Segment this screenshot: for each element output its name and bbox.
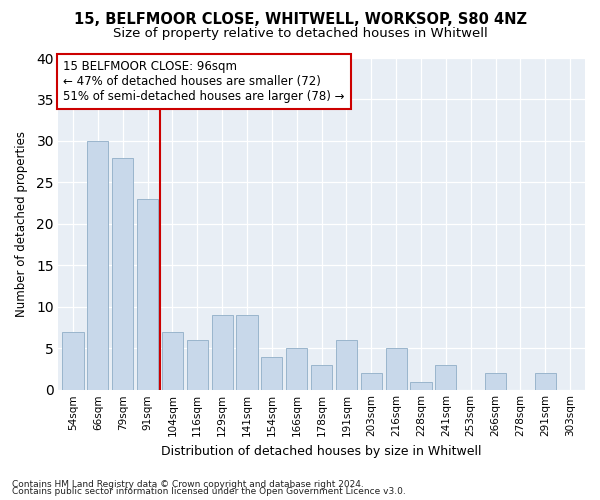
Bar <box>286 348 307 390</box>
Bar <box>410 382 431 390</box>
Bar <box>88 141 109 390</box>
Bar <box>62 332 83 390</box>
Y-axis label: Number of detached properties: Number of detached properties <box>15 131 28 317</box>
Bar <box>162 332 183 390</box>
Bar <box>187 340 208 390</box>
Text: 15 BELFMOOR CLOSE: 96sqm
← 47% of detached houses are smaller (72)
51% of semi-d: 15 BELFMOOR CLOSE: 96sqm ← 47% of detach… <box>64 60 345 102</box>
Bar <box>485 374 506 390</box>
Bar <box>236 315 257 390</box>
Bar <box>212 315 233 390</box>
X-axis label: Distribution of detached houses by size in Whitwell: Distribution of detached houses by size … <box>161 444 482 458</box>
Bar <box>336 340 357 390</box>
Text: Size of property relative to detached houses in Whitwell: Size of property relative to detached ho… <box>113 28 487 40</box>
Bar <box>361 374 382 390</box>
Bar <box>435 365 457 390</box>
Bar <box>386 348 407 390</box>
Text: 15, BELFMOOR CLOSE, WHITWELL, WORKSOP, S80 4NZ: 15, BELFMOOR CLOSE, WHITWELL, WORKSOP, S… <box>74 12 527 28</box>
Text: Contains HM Land Registry data © Crown copyright and database right 2024.: Contains HM Land Registry data © Crown c… <box>12 480 364 489</box>
Text: Contains public sector information licensed under the Open Government Licence v3: Contains public sector information licen… <box>12 488 406 496</box>
Bar <box>261 356 283 390</box>
Bar <box>112 158 133 390</box>
Bar <box>535 374 556 390</box>
Bar <box>137 199 158 390</box>
Bar <box>311 365 332 390</box>
